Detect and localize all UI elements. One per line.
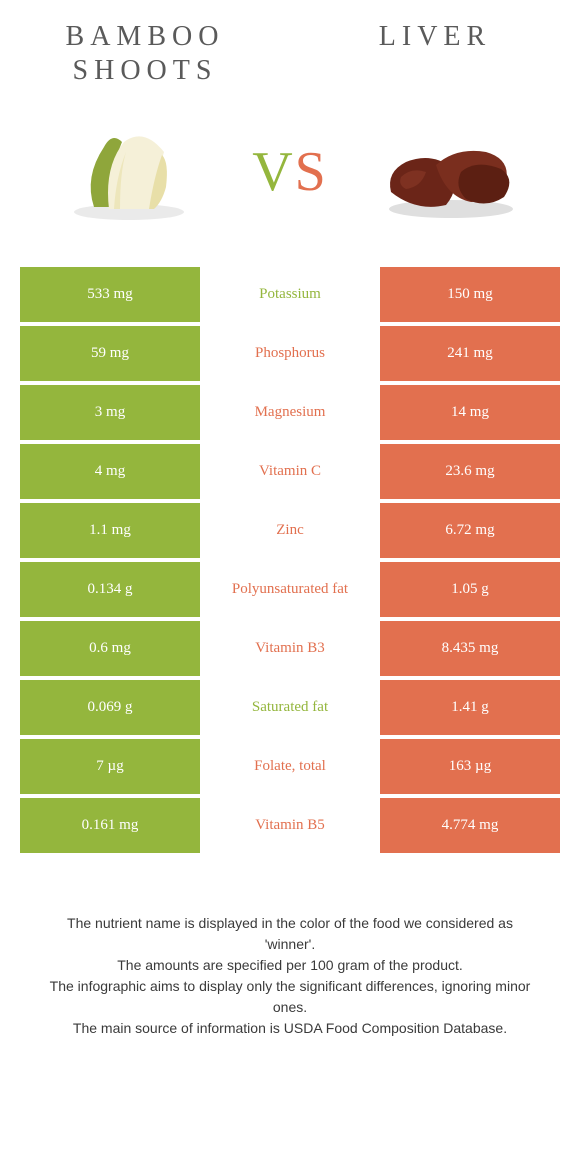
right-value: 14 mg [380, 385, 560, 440]
footer-line-1: The nutrient name is displayed in the co… [40, 913, 540, 955]
footer-notes: The nutrient name is displayed in the co… [40, 913, 540, 1039]
nutrient-label: Folate, total [200, 739, 380, 794]
right-value: 150 mg [380, 267, 560, 322]
comparison-table: 533 mgPotassium150 mg59 mgPhosphorus241 … [20, 267, 560, 853]
left-value: 3 mg [20, 385, 200, 440]
table-row: 0.6 mgVitamin B38.435 mg [20, 621, 560, 676]
table-row: 0.161 mgVitamin B54.774 mg [20, 798, 560, 853]
images-row: VS [0, 97, 580, 267]
vs-label: VS [252, 140, 328, 204]
left-value: 4 mg [20, 444, 200, 499]
nutrient-label: Zinc [200, 503, 380, 558]
table-row: 3 mgMagnesium14 mg [20, 385, 560, 440]
left-value: 533 mg [20, 267, 200, 322]
table-row: 0.069 gSaturated fat1.41 g [20, 680, 560, 735]
footer-line-2: The amounts are specified per 100 gram o… [40, 955, 540, 976]
left-value: 59 mg [20, 326, 200, 381]
left-value: 0.069 g [20, 680, 200, 735]
nutrient-label: Saturated fat [200, 680, 380, 735]
nutrient-label: Vitamin B3 [200, 621, 380, 676]
left-value: 1.1 mg [20, 503, 200, 558]
right-value: 8.435 mg [380, 621, 560, 676]
table-row: 4 mgVitamin C23.6 mg [20, 444, 560, 499]
right-value: 163 µg [380, 739, 560, 794]
vs-v: V [252, 141, 294, 203]
footer-line-4: The main source of information is USDA F… [40, 1018, 540, 1039]
left-value: 0.134 g [20, 562, 200, 617]
nutrient-label: Polyunsaturated fat [200, 562, 380, 617]
nutrient-label: Vitamin B5 [200, 798, 380, 853]
right-value: 241 mg [380, 326, 560, 381]
nutrient-label: Vitamin C [200, 444, 380, 499]
left-title: BAMBOO SHOOTS [0, 20, 290, 87]
left-value: 7 µg [20, 739, 200, 794]
table-row: 59 mgPhosphorus241 mg [20, 326, 560, 381]
right-value: 1.05 g [380, 562, 560, 617]
table-row: 7 µgFolate, total163 µg [20, 739, 560, 794]
right-value: 4.774 mg [380, 798, 560, 853]
nutrient-label: Phosphorus [200, 326, 380, 381]
vs-s: S [295, 141, 328, 203]
right-value: 6.72 mg [380, 503, 560, 558]
left-value: 0.161 mg [20, 798, 200, 853]
left-value: 0.6 mg [20, 621, 200, 676]
table-row: 0.134 gPolyunsaturated fat1.05 g [20, 562, 560, 617]
titles-row: BAMBOO SHOOTS LIVER [0, 0, 580, 97]
right-title: LIVER [290, 20, 580, 87]
table-row: 533 mgPotassium150 mg [20, 267, 560, 322]
left-title-line1: BAMBOO [0, 20, 290, 54]
right-food-image [376, 117, 526, 227]
right-value: 23.6 mg [380, 444, 560, 499]
nutrient-label: Magnesium [200, 385, 380, 440]
left-title-line2: SHOOTS [0, 54, 290, 88]
nutrient-label: Potassium [200, 267, 380, 322]
right-title-line1: LIVER [290, 20, 580, 54]
footer-line-3: The infographic aims to display only the… [40, 976, 540, 1018]
left-food-image [54, 117, 204, 227]
table-row: 1.1 mgZinc6.72 mg [20, 503, 560, 558]
right-value: 1.41 g [380, 680, 560, 735]
